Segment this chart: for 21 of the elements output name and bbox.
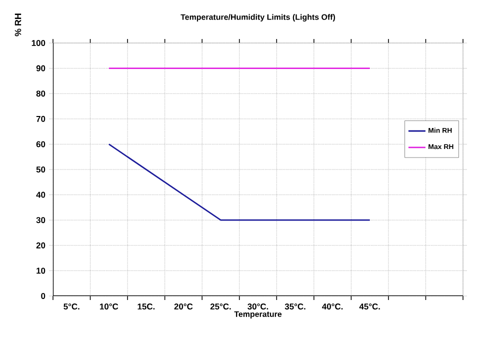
x-tick-label: 45°C. xyxy=(359,304,380,310)
y-tick-label: 90 xyxy=(36,65,46,72)
x-tick-label: 20°C xyxy=(174,304,193,310)
y-tick-label: 10 xyxy=(36,268,46,274)
x-tick-label: 30°C. xyxy=(248,304,268,310)
y-tick-label: 70 xyxy=(36,116,46,122)
x-tick-label: 5°C. xyxy=(64,304,80,310)
y-tick-label: 50 xyxy=(36,166,46,172)
x-tick-label: 35°C. xyxy=(284,304,306,310)
y-axis-title: % RH xyxy=(14,14,22,36)
x-tick-label: 10°C xyxy=(100,304,118,310)
y-tick-label: 0 xyxy=(41,293,46,299)
y-tick-label: 80 xyxy=(36,90,46,97)
y-tick-label: 20 xyxy=(36,242,46,248)
y-tick-label: 40 xyxy=(36,192,46,198)
x-tick-label: 40°C. xyxy=(322,304,343,310)
y-tick-label: 100 xyxy=(32,40,46,46)
x-tick-label: 25°C. xyxy=(210,304,231,310)
x-tick-label: 15C. xyxy=(138,304,155,310)
y-tick-label: 60 xyxy=(36,141,46,148)
y-tick-label: 30 xyxy=(36,217,46,224)
